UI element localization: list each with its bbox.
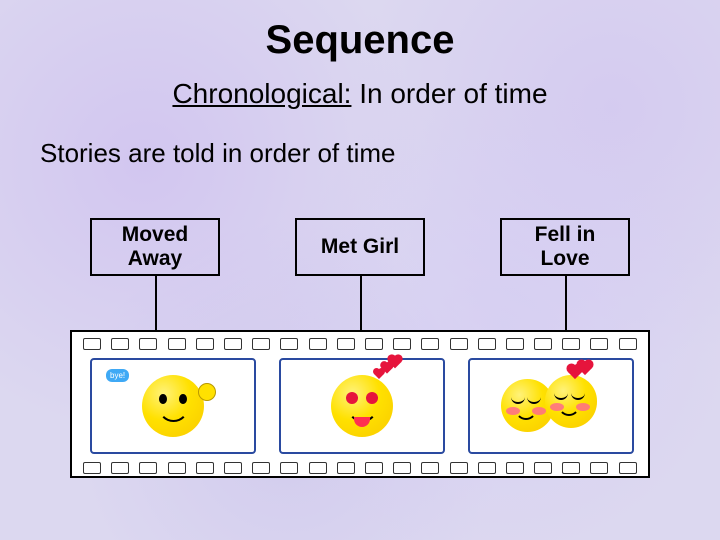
sprocket-hole bbox=[252, 338, 270, 350]
film-frame-3 bbox=[468, 358, 634, 454]
body-text: Stories are told in order of time bbox=[40, 138, 396, 169]
sprocket-hole bbox=[111, 338, 129, 350]
sprocket-hole bbox=[590, 462, 608, 474]
film-frame-2 bbox=[279, 358, 445, 454]
event-box-0: MovedAway bbox=[90, 218, 220, 276]
subtitle-term: Chronological: bbox=[172, 78, 351, 109]
page-title: Sequence bbox=[0, 18, 720, 63]
smiley-face-icon: bye! bbox=[142, 375, 204, 437]
sprocket-hole bbox=[393, 462, 411, 474]
face-pair bbox=[501, 375, 600, 437]
sprocket-hole bbox=[224, 462, 242, 474]
tongue-icon bbox=[354, 417, 370, 427]
sprocket-hole bbox=[139, 338, 157, 350]
sprocket-hole bbox=[337, 338, 355, 350]
sprocket-hole bbox=[139, 462, 157, 474]
sprocket-hole bbox=[393, 338, 411, 350]
sprocket-hole bbox=[590, 338, 608, 350]
smiley-face-icon bbox=[545, 375, 598, 428]
event-boxes-row: MovedAway Met Girl Fell inLove bbox=[90, 218, 630, 276]
filmstrip-frames: bye! bbox=[90, 358, 634, 454]
connector-1 bbox=[360, 276, 362, 332]
sprocket-hole bbox=[506, 338, 524, 350]
wave-hand-icon bbox=[198, 383, 216, 401]
sprocket-hole bbox=[196, 338, 214, 350]
subtitle: Chronological: In order of time bbox=[0, 78, 720, 110]
sprocket-hole bbox=[365, 462, 383, 474]
connector-2 bbox=[565, 276, 567, 332]
connector-0 bbox=[155, 276, 157, 332]
filmstrip: bye! bbox=[70, 330, 650, 478]
sprocket-hole bbox=[365, 338, 383, 350]
sprocket-hole bbox=[619, 338, 637, 350]
speech-bubble: bye! bbox=[106, 369, 129, 382]
smiley-face-icon bbox=[331, 375, 393, 437]
sprocket-hole bbox=[562, 462, 580, 474]
sprocket-hole bbox=[450, 462, 468, 474]
sprocket-hole bbox=[450, 338, 468, 350]
sprocket-hole bbox=[478, 462, 496, 474]
sprocket-row-bottom bbox=[72, 462, 648, 474]
title-text: Sequence bbox=[266, 18, 455, 62]
heart-icon bbox=[374, 369, 384, 379]
subtitle-rest: In order of time bbox=[351, 78, 547, 109]
sprocket-hole bbox=[83, 338, 101, 350]
sprocket-hole bbox=[619, 462, 637, 474]
sprocket-hole bbox=[196, 462, 214, 474]
sprocket-hole bbox=[478, 338, 496, 350]
sprocket-hole bbox=[280, 338, 298, 350]
event-box-1: Met Girl bbox=[295, 218, 425, 276]
sprocket-hole bbox=[506, 462, 524, 474]
sprocket-hole bbox=[309, 462, 327, 474]
sprocket-hole bbox=[168, 338, 186, 350]
sprocket-hole bbox=[224, 338, 242, 350]
film-frame-1: bye! bbox=[90, 358, 256, 454]
sprocket-hole bbox=[309, 338, 327, 350]
sprocket-hole bbox=[83, 462, 101, 474]
sprocket-hole bbox=[421, 338, 439, 350]
sprocket-hole bbox=[280, 462, 298, 474]
sprocket-hole bbox=[337, 462, 355, 474]
sprocket-hole bbox=[534, 462, 552, 474]
sprocket-hole bbox=[534, 338, 552, 350]
body-text-content: Stories are told in order of time bbox=[40, 138, 396, 168]
sprocket-hole bbox=[421, 462, 439, 474]
event-box-2: Fell inLove bbox=[500, 218, 630, 276]
sprocket-row-top bbox=[72, 338, 648, 350]
sprocket-hole bbox=[168, 462, 186, 474]
sprocket-hole bbox=[252, 462, 270, 474]
sprocket-hole bbox=[111, 462, 129, 474]
sprocket-hole bbox=[562, 338, 580, 350]
